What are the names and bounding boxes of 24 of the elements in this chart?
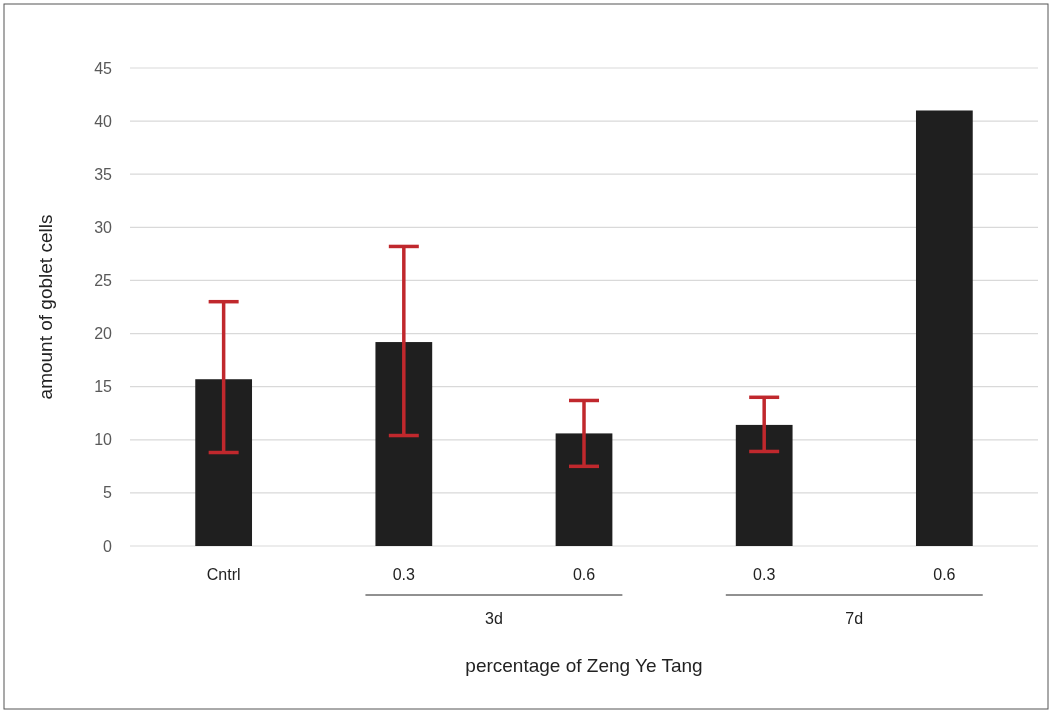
bar xyxy=(915,110,973,546)
y-tick-label: 15 xyxy=(94,378,113,396)
bar xyxy=(195,379,253,546)
y-tick-label: 30 xyxy=(94,218,113,236)
y-tick-label: 5 xyxy=(103,484,113,502)
y-tick-label: 35 xyxy=(94,165,113,183)
y-tick-label: 0 xyxy=(103,537,113,555)
text: 3d xyxy=(485,610,503,627)
x-tick-label: 0.6 xyxy=(933,566,956,583)
x-tick-label: 0.6 xyxy=(572,566,596,583)
y-tick-label: 40 xyxy=(94,112,113,130)
y-axis-title: amount of goblet cells xyxy=(35,214,56,400)
text: 7d xyxy=(845,610,864,627)
x-tick-label: Cntrl xyxy=(206,566,241,583)
x-tick-label: 0.3 xyxy=(392,566,416,583)
x-tick-label: 0.3 xyxy=(753,566,776,583)
y-tick-label: 20 xyxy=(94,325,113,343)
bar xyxy=(375,342,433,546)
y-tick-label: 10 xyxy=(94,431,113,449)
bar xyxy=(555,433,613,546)
y-tick-label: 25 xyxy=(94,272,113,290)
bar xyxy=(735,424,793,546)
x-axis-title: percentage of Zeng Ye Tang xyxy=(465,655,703,676)
y-tick-label: 45 xyxy=(94,59,113,77)
